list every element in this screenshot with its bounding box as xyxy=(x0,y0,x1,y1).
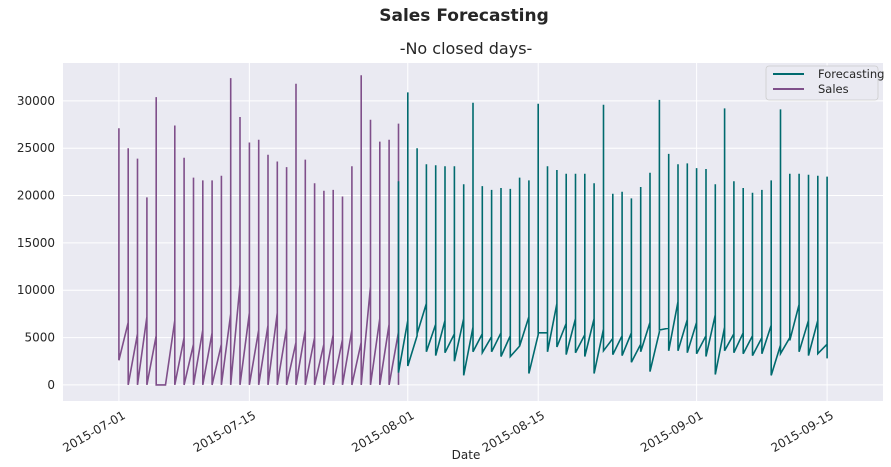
chart-suptitle: Sales Forecasting xyxy=(379,6,549,26)
x-tick-label: 2015-07-15 xyxy=(191,408,258,455)
x-tick-label: 2015-08-01 xyxy=(349,408,416,455)
x-tick-label: 2015-08-15 xyxy=(480,408,547,455)
y-tick-label: 10000 xyxy=(17,283,55,297)
y-tick-label: 25000 xyxy=(17,141,55,155)
y-tick-labels: 0 5000 10000 15000 20000 25000 30000 xyxy=(17,94,55,392)
legend: Forecasting Sales xyxy=(765,65,884,101)
x-axis-label: Date xyxy=(452,448,481,462)
y-tick-label: 20000 xyxy=(17,189,55,203)
x-tick-labels: 2015-07-01 2015-07-15 2015-08-01 2015-08-15… xyxy=(60,408,836,455)
legend-sales-label: Sales xyxy=(818,82,849,96)
series-lines xyxy=(118,75,828,386)
series-line-sales xyxy=(118,75,400,386)
x-tick-label: 2015-07-01 xyxy=(60,408,127,455)
legend-forecasting-label: Forecasting xyxy=(818,67,884,81)
y-tick-label: 30000 xyxy=(17,94,55,108)
series-line-forecasting xyxy=(397,92,828,376)
x-tick-label: 2015-09-15 xyxy=(769,408,836,455)
x-tick-label: 2015-09-01 xyxy=(638,408,705,455)
y-tick-label: 0 xyxy=(47,378,55,392)
y-tick-label: 5000 xyxy=(24,331,55,345)
chart-title: -No closed days- xyxy=(400,39,533,58)
y-tick-label: 15000 xyxy=(17,236,55,250)
